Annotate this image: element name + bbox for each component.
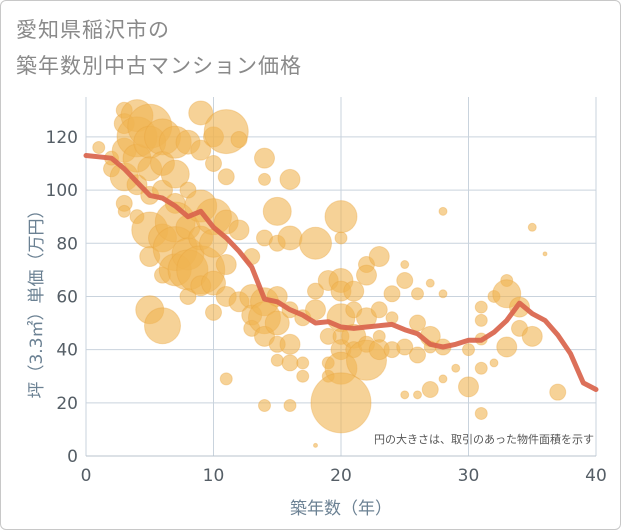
bubble-point: [92, 141, 106, 155]
bubble-point: [307, 282, 324, 300]
y-tick-label: 40: [56, 341, 78, 361]
y-tick-label: 0: [67, 447, 78, 467]
bubble-point: [542, 251, 548, 257]
bubble-point: [396, 271, 414, 289]
bubble-point: [438, 289, 448, 299]
bubble-point: [334, 231, 348, 245]
bubble-point: [190, 139, 212, 161]
bubble-point: [474, 313, 488, 327]
bubble-point: [527, 222, 537, 232]
bubble-point: [205, 303, 222, 321]
bubble-point: [281, 354, 299, 372]
bubble-point: [549, 383, 567, 401]
y-tick-label: 60: [56, 287, 78, 307]
bubble-point: [230, 131, 248, 149]
bubble-point: [458, 376, 479, 398]
bubble-point: [296, 356, 310, 370]
y-tick-label: 100: [46, 181, 78, 201]
bubble-point: [400, 390, 410, 400]
bubble-point: [258, 172, 271, 186]
bubble-point: [305, 299, 326, 321]
bubble-point: [254, 147, 275, 169]
bubble-point: [270, 353, 284, 367]
bubble-point: [462, 343, 475, 357]
bubble-point: [438, 374, 448, 384]
bubble-point: [496, 336, 518, 358]
x-tick-label: 20: [330, 466, 352, 486]
chart-title: 愛知県稲沢市の 築年数別中古マンション価格: [16, 12, 302, 84]
axes: 0 20 40 60 80 100 120 0 10 20 30 40: [46, 128, 607, 486]
size-annotation: 円の大きさは、取引のあった物件面積を示す: [374, 432, 594, 446]
trend-line-group: [83, 153, 599, 392]
bubble-point: [277, 225, 303, 251]
bubble-series: [92, 99, 567, 448]
bubble-point: [368, 246, 390, 268]
y-tick-label: 120: [46, 128, 78, 148]
bubble-point: [188, 100, 214, 126]
bubble-point: [279, 333, 301, 355]
bubble-point: [409, 346, 426, 364]
bubble-point: [279, 168, 301, 190]
bubble-point: [396, 338, 414, 356]
bubble-point: [228, 219, 250, 241]
bubble-point: [258, 398, 271, 412]
bubble-point: [217, 168, 235, 186]
bubble-point: [313, 442, 318, 448]
bubble-point: [400, 260, 410, 270]
trend-line: [83, 153, 599, 392]
bubble-point: [262, 196, 292, 226]
chart-title-line-2: 築年数別中古マンション価格: [16, 54, 302, 78]
bubble-point: [215, 254, 237, 276]
x-tick-label: 40: [585, 466, 607, 486]
y-tick-label: 80: [56, 234, 78, 254]
bubble-point: [264, 310, 290, 336]
bubble-point: [474, 300, 488, 314]
bubble-point: [205, 154, 222, 172]
bubble-point: [219, 372, 233, 386]
bubble-point: [425, 278, 435, 288]
bubble-point: [411, 287, 424, 301]
bubble-point: [451, 363, 461, 373]
bubble-point: [383, 285, 401, 303]
x-axis-label: 築年数（年）: [290, 499, 392, 519]
x-tick-label: 10: [203, 466, 225, 486]
bubble-point: [474, 361, 488, 375]
bubble-point: [324, 200, 358, 234]
bubble-point: [117, 204, 131, 218]
bubble-point: [421, 381, 439, 399]
x-tick-label: 30: [458, 466, 480, 486]
bubble-point: [144, 307, 181, 345]
bubble-point: [370, 301, 388, 319]
bubble-point: [343, 280, 365, 302]
bubble-point: [299, 226, 332, 260]
bubble-point: [438, 206, 448, 216]
x-tick-label: 0: [81, 466, 92, 486]
bubble-point: [160, 159, 190, 189]
chart-title-line-1: 愛知県稲沢市の: [16, 18, 170, 42]
bubble-point: [489, 358, 499, 368]
bubble-point: [310, 372, 372, 434]
y-axis-label: 坪（3.3㎡）単価（万円）: [27, 201, 47, 398]
bubble-point: [409, 314, 426, 332]
bubble-point: [413, 390, 422, 400]
bubble-point: [283, 398, 297, 412]
bubble-point: [521, 325, 543, 347]
y-tick-label: 20: [56, 394, 78, 414]
bubble-point: [296, 369, 310, 383]
bubble-point: [356, 264, 377, 286]
bubble-point: [474, 406, 488, 420]
